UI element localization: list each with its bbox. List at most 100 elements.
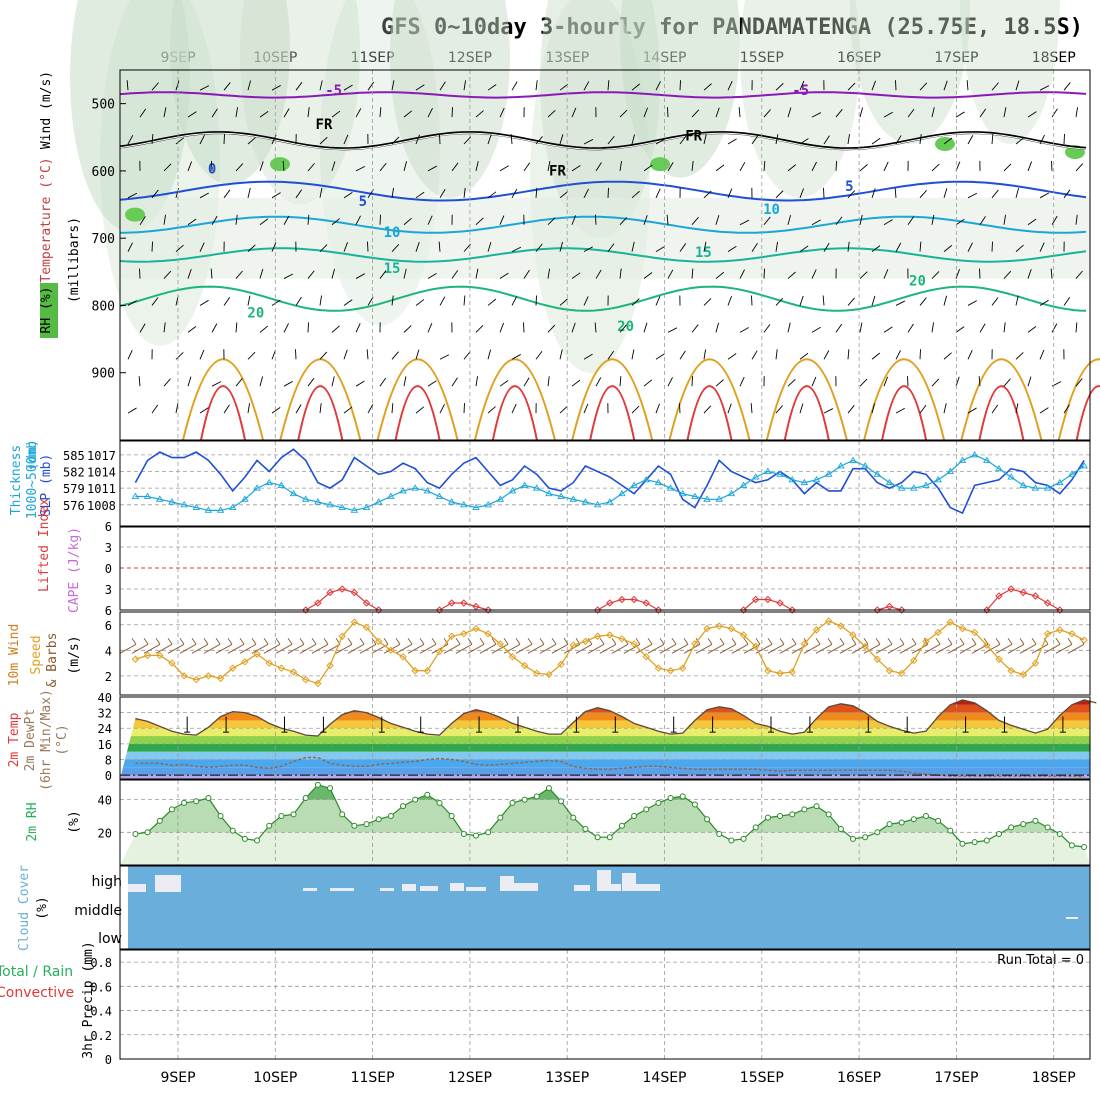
wind-barb — [427, 273, 437, 279]
wind-barb — [163, 214, 167, 225]
wind-barb — [787, 322, 791, 333]
rh-marker — [1020, 821, 1027, 828]
wind-barb — [235, 322, 238, 333]
wind-barb — [967, 242, 973, 252]
thickness-marker — [995, 464, 1003, 472]
wind-barb — [871, 137, 881, 145]
wind-barb — [823, 408, 834, 414]
wind-barb — [1055, 643, 1073, 654]
wind-speed-marker — [824, 617, 833, 625]
wind-barb — [527, 643, 545, 654]
wind-barb — [895, 350, 901, 360]
thickness-marker — [435, 492, 444, 499]
wind-barb — [703, 405, 712, 414]
freezing-level-inner — [119, 132, 1087, 150]
date-label-bottom: 16SEP — [837, 1070, 881, 1086]
wind-barb — [739, 161, 746, 172]
wind-barb — [211, 108, 218, 118]
wind-barb — [511, 403, 517, 414]
temp-band — [120, 728, 1090, 737]
wind-barb — [727, 295, 733, 306]
isotherm-30 — [394, 385, 441, 441]
panel-cloud-cover: high middle low Cloud Cover (%) — [17, 865, 1091, 951]
wind-speed-marker — [362, 623, 371, 632]
wind-barb — [439, 133, 441, 145]
tick-label: 0.2 — [90, 1029, 112, 1043]
wind-barb — [967, 350, 973, 360]
rh-marker — [631, 812, 638, 819]
wind-barb — [847, 190, 856, 199]
wind-barb — [295, 189, 303, 199]
wind-barb — [1039, 134, 1045, 145]
wind-barb — [811, 326, 821, 333]
wind-barb — [667, 269, 674, 279]
rh-marker — [874, 829, 881, 836]
wind-barb — [811, 269, 817, 279]
wind-barb — [1075, 214, 1078, 225]
wind-barb — [1015, 352, 1024, 360]
wind-barb — [871, 188, 876, 198]
wind-barb — [767, 638, 773, 645]
wind-barb — [666, 214, 669, 225]
panel-wind10m: 6 4 2 10m Wind Speed & Barbs (m/s) — [7, 611, 1091, 696]
tick-label: 6 — [105, 619, 112, 633]
temp-band — [120, 704, 1090, 713]
thickness-marker — [691, 492, 699, 499]
thickness-marker — [484, 500, 492, 508]
wind-barb — [695, 638, 701, 645]
wind-barb — [763, 324, 771, 333]
wind-barb — [715, 164, 725, 172]
rh-marker — [436, 799, 443, 806]
rh-marker — [570, 814, 577, 821]
wind-speed-marker — [776, 669, 784, 677]
wind-barb — [727, 353, 737, 360]
wind-barb — [707, 638, 713, 645]
axis-label: (%) — [67, 810, 82, 833]
wind-barb — [367, 296, 374, 306]
lifted-index-marker — [739, 606, 748, 614]
wind-barb — [847, 82, 856, 91]
wind-barb — [751, 243, 758, 252]
wind-barb — [359, 638, 365, 645]
isotherm-25 — [376, 358, 459, 441]
wind-barb — [259, 376, 264, 387]
wind-barb — [727, 188, 733, 198]
wind-barb — [1007, 638, 1013, 645]
wind-barb — [739, 376, 745, 387]
lifted-index-marker — [1019, 588, 1028, 597]
wind-barb — [683, 638, 689, 645]
panel-upper-air: -5-5FRFRFR055101015152020205006007008009… — [39, 0, 1100, 441]
axis-label: (millibars) — [67, 217, 82, 303]
wind-speed-marker — [642, 652, 650, 661]
rh-marker — [655, 799, 662, 806]
wind-barb — [391, 187, 395, 198]
wind-barb — [211, 160, 213, 171]
wind-barb — [599, 643, 617, 654]
thickness-marker — [581, 498, 590, 505]
rh-marker — [241, 835, 248, 842]
wind-barb — [439, 189, 446, 199]
rh-marker — [922, 812, 929, 819]
wind-speed-marker — [849, 631, 857, 639]
wind-barb — [487, 406, 496, 414]
wind-barb — [523, 377, 530, 387]
contour-label: -5 — [792, 83, 809, 99]
wind-barb — [199, 134, 205, 145]
thickness-marker — [910, 484, 918, 491]
rh-marker — [667, 794, 674, 801]
wind-barb — [535, 136, 543, 145]
wind-barb — [407, 643, 425, 654]
rh-marker — [1081, 844, 1088, 851]
wind-speed-marker — [192, 675, 200, 684]
wind-barb — [323, 643, 341, 654]
wind-barb — [415, 134, 421, 145]
wind-barb — [307, 377, 315, 387]
wind-barb — [331, 376, 335, 387]
wind-barb — [607, 243, 615, 252]
wind-barb — [739, 327, 749, 333]
wind-barb — [815, 643, 833, 654]
wind-barb — [535, 295, 537, 306]
thickness-marker — [277, 481, 286, 488]
wind-barb — [935, 643, 953, 654]
